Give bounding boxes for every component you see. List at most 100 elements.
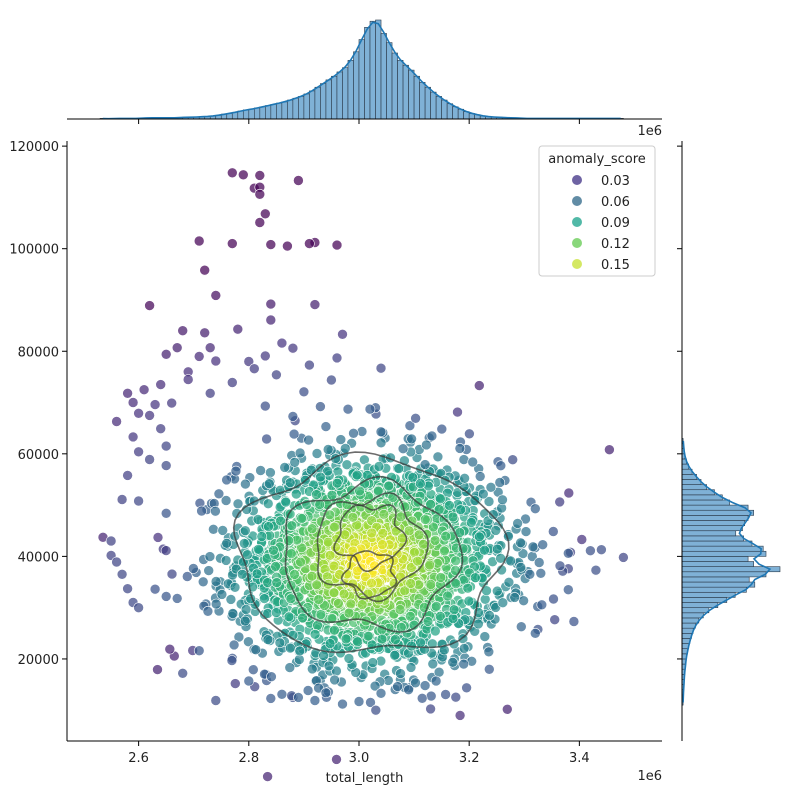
- scatter-point: [442, 590, 453, 602]
- scatter-point: [243, 636, 254, 648]
- x-hist-bar: [419, 82, 426, 120]
- scatter-point: [160, 545, 172, 556]
- scatter-point: [343, 607, 355, 619]
- scatter-point: [331, 754, 342, 765]
- x-hist-bar: [446, 103, 453, 120]
- x-hist-bar: [303, 93, 310, 120]
- scatter-point: [280, 496, 292, 508]
- scatter-point: [376, 633, 388, 645]
- scatter-point: [340, 633, 352, 645]
- scatter-point: [289, 569, 300, 580]
- scatter-point: [568, 616, 580, 627]
- scatter-point: [353, 696, 365, 707]
- x-hist-bar: [430, 91, 437, 120]
- scatter-point: [274, 637, 286, 649]
- scatter-point: [435, 493, 446, 505]
- y-tick-label: 80000: [18, 345, 59, 360]
- x-hist-bar: [292, 97, 299, 120]
- scatter-point: [284, 477, 296, 489]
- scatter-point: [328, 587, 340, 599]
- legend-entry-label: 0.03: [601, 174, 630, 189]
- scatter-point: [193, 351, 205, 362]
- kde-contours: [232, 451, 510, 654]
- scatter-point: [463, 595, 475, 607]
- kde-contour-line: [333, 504, 408, 572]
- x-hist-bar: [375, 19, 382, 120]
- scatter-point: [303, 434, 314, 446]
- scatter-point: [240, 604, 252, 615]
- scatter-point: [276, 688, 288, 700]
- y-hist-bar: [681, 515, 749, 521]
- scatter-point: [436, 423, 448, 435]
- scatter-point: [155, 379, 166, 390]
- y-hist-bar: [681, 571, 767, 578]
- scatter-point: [331, 239, 343, 251]
- scatter-point: [329, 624, 340, 636]
- scatter-point: [467, 456, 479, 468]
- x-hist-bar: [358, 39, 365, 120]
- scatter-point: [314, 499, 326, 510]
- scatter-point: [256, 531, 268, 542]
- scatter-point: [342, 403, 354, 415]
- scatter-point: [416, 692, 428, 704]
- scatter-point: [177, 667, 188, 679]
- scatter-point: [331, 352, 343, 364]
- scatter-point: [116, 494, 128, 505]
- scatter-point: [458, 643, 470, 654]
- scatter-point: [473, 618, 484, 630]
- y-hist-bar: [681, 633, 692, 639]
- scatter-point: [439, 545, 450, 557]
- y-hist-bar: [681, 581, 756, 588]
- y-hist-bar: [681, 576, 750, 583]
- scatter-point: [311, 448, 323, 459]
- scatter-point: [461, 682, 472, 694]
- scatter-point: [347, 511, 359, 523]
- scatter-point: [458, 454, 470, 465]
- y-hist-bar: [681, 556, 749, 562]
- scatter-point: [226, 655, 238, 666]
- scatter-point: [213, 488, 225, 500]
- scatter-point: [255, 465, 266, 476]
- scatter-point: [338, 588, 350, 600]
- scatter-point: [375, 687, 387, 699]
- scatter-point: [210, 505, 221, 517]
- scatter-point: [279, 462, 291, 473]
- scatter-point: [370, 704, 382, 716]
- scatter-point: [294, 645, 306, 657]
- scatter-point: [444, 500, 455, 511]
- y-hist-bar: [681, 617, 700, 624]
- scatter-point: [490, 525, 502, 536]
- scatter-point: [243, 675, 255, 687]
- scatter-point: [337, 328, 348, 340]
- scatter-point: [399, 585, 411, 597]
- legend-marker: [572, 175, 582, 185]
- scatter-point: [270, 561, 281, 572]
- scatter-point: [328, 560, 340, 572]
- scatter-point: [469, 495, 481, 506]
- scatter-point: [351, 565, 363, 577]
- scatter-point: [285, 593, 297, 605]
- scatter-point: [193, 645, 205, 657]
- x-hist-bar: [298, 96, 305, 120]
- scatter-point: [477, 488, 489, 500]
- scatter-point: [265, 239, 277, 250]
- y-hist-bar: [681, 545, 764, 552]
- scatter-point: [289, 456, 301, 468]
- x-hist-bar: [309, 90, 316, 120]
- scatter-point: [294, 447, 306, 459]
- scatter-point: [144, 410, 155, 421]
- scatter-point: [239, 615, 251, 627]
- scatter-point: [160, 507, 172, 519]
- scatter-point: [474, 531, 485, 543]
- scatter-point: [427, 521, 439, 533]
- scatter-point: [271, 577, 283, 588]
- scatter-point: [282, 240, 293, 252]
- scatter-point: [369, 560, 380, 572]
- scatter-point: [485, 481, 497, 493]
- scatter-point: [515, 621, 527, 633]
- scatter-point: [309, 299, 321, 310]
- scatter-point: [298, 386, 310, 398]
- scatter-point: [283, 611, 295, 623]
- legend-box: [538, 145, 656, 277]
